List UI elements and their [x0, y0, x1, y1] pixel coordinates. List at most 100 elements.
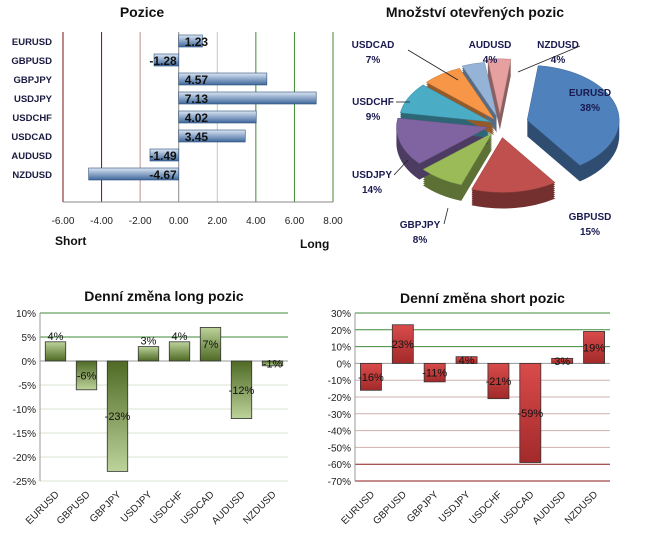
x-tick-label: 4.00 — [246, 216, 266, 227]
value-label: -6% — [77, 370, 97, 382]
value-label: -1% — [263, 358, 283, 370]
bar-gbpjpy — [178, 72, 268, 86]
pie-label-usdchf: USDCHF — [352, 97, 394, 108]
category-label: USDCHF — [467, 489, 504, 526]
y-tick-label: 30% — [331, 309, 351, 320]
value-label: 23% — [392, 339, 414, 351]
y-tick-label: -10% — [328, 376, 351, 387]
y-tick-label: -20% — [13, 453, 36, 464]
category-label: AUDUSD — [11, 151, 52, 162]
chart-title: Pozice — [120, 4, 165, 20]
bar-usdchf — [168, 341, 191, 362]
category-label: AUDUSD — [210, 489, 248, 527]
bar-nzdusd — [583, 331, 605, 364]
y-tick-label: 20% — [331, 326, 351, 337]
value-label: -12% — [229, 385, 255, 397]
value-label: 3% — [554, 356, 570, 368]
pie-slice-audusd — [461, 62, 498, 118]
category-label: USDCAD — [499, 489, 537, 527]
category-label: GBPUSD — [371, 489, 409, 527]
bar-usdjpy — [178, 91, 317, 105]
pie-label-gbpusd: GBPUSD — [569, 212, 612, 223]
value-label: -1.49 — [149, 149, 177, 163]
y-tick-label: -60% — [328, 460, 351, 471]
pie-slice-eurusd — [526, 65, 620, 166]
y-tick-label: -50% — [328, 443, 351, 454]
bar-nzdusd — [88, 167, 180, 181]
pie-label-usdjpy: USDJPY — [352, 170, 392, 181]
y-tick-label: 0% — [22, 357, 37, 368]
y-tick-label: 10% — [16, 309, 36, 320]
y-tick-label: -20% — [328, 393, 351, 404]
pie-label-audusd: AUDUSD — [469, 40, 512, 51]
bar-eurusd — [178, 34, 203, 48]
bar-usdcad — [519, 362, 542, 463]
pie-label-nzdusd: NZDUSD — [537, 40, 579, 51]
pie-slice-usdchf — [399, 84, 492, 123]
long-label: Long — [300, 237, 329, 251]
bar-eurusd — [44, 341, 67, 362]
chart-title: Množství otevřených pozic — [386, 4, 564, 20]
pie-value-usdcad: 7% — [366, 55, 381, 66]
bar-gbpusd — [153, 53, 180, 67]
value-label: 4.57 — [185, 73, 209, 87]
bar-eurusd — [360, 362, 382, 391]
category-label: USDJPY — [14, 94, 53, 105]
bar-usdcad — [178, 129, 246, 143]
value-label: 4% — [48, 331, 64, 343]
value-label: -11% — [422, 368, 447, 380]
value-label: -23% — [105, 411, 131, 423]
pie-slice-usdjpy — [396, 117, 490, 164]
short-label: Short — [55, 234, 86, 248]
pie-value-gbpjpy: 8% — [413, 235, 428, 246]
x-tick-label: -6.00 — [52, 216, 75, 227]
leader-line — [393, 159, 409, 176]
x-tick-label: 0.00 — [169, 216, 189, 227]
x-tick-label: 8.00 — [323, 216, 343, 227]
value-label: -59% — [517, 408, 543, 420]
value-label: -16% — [358, 372, 384, 384]
value-label: -4.67 — [149, 168, 177, 182]
bar-audusd — [149, 148, 180, 162]
x-tick-label: -2.00 — [129, 216, 152, 227]
bar-usdchf — [178, 110, 257, 124]
category-label: NZDUSD — [241, 489, 278, 526]
pie-value-nzdusd: 4% — [551, 55, 566, 66]
category-label: GBPUSD — [11, 56, 52, 67]
value-label: -21% — [486, 376, 512, 388]
chart-title: Denní změna short pozic — [400, 290, 565, 306]
y-tick-label: -30% — [328, 410, 351, 421]
category-label: NZDUSD — [563, 489, 600, 526]
bar-audusd — [230, 360, 253, 419]
bar-nzdusd — [261, 360, 284, 367]
bar-gbpjpy — [106, 360, 129, 472]
bar-audusd — [551, 357, 574, 364]
pie-label-usdcad: USDCAD — [352, 40, 395, 51]
pie-slice-nzdusd — [487, 58, 512, 114]
y-tick-label: -40% — [328, 427, 351, 438]
category-label: GBPJPY — [405, 489, 441, 525]
value-label: 4% — [172, 331, 188, 343]
x-tick-label: 2.00 — [208, 216, 228, 227]
value-label: 7.13 — [185, 92, 209, 106]
pie-slice-gbpusd — [471, 137, 556, 193]
value-label: 3% — [141, 336, 157, 348]
category-label: EURUSD — [339, 489, 377, 527]
pie-slice-gbpjpy — [422, 132, 493, 186]
category-label: NZDUSD — [12, 170, 52, 181]
bar-usdjpy — [455, 356, 478, 364]
y-tick-label: -25% — [13, 477, 36, 488]
bar-gbpusd — [391, 324, 414, 364]
pie-value-gbpusd: 15% — [580, 227, 600, 238]
value-label: 3.45 — [185, 130, 209, 144]
value-label: -1.28 — [149, 54, 177, 68]
y-tick-label: 10% — [331, 343, 351, 354]
bar-usdjpy — [137, 346, 160, 362]
pie-label-gbpjpy: GBPJPY — [400, 220, 441, 231]
bar-gbpjpy — [423, 362, 446, 383]
leader-line — [517, 45, 581, 73]
value-label: 1.23 — [185, 35, 209, 49]
y-tick-label: 0% — [337, 359, 352, 370]
category-label: GBPJPY — [13, 75, 52, 86]
